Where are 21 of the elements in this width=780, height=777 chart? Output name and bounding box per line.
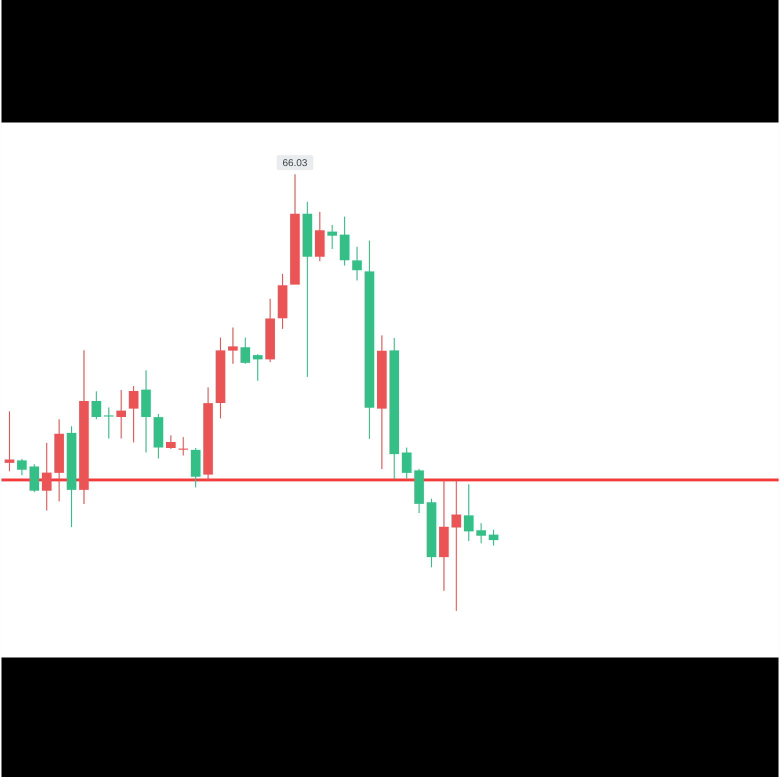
candlestick	[240, 337, 250, 364]
candlestick	[352, 246, 362, 281]
candlestick	[128, 386, 138, 443]
candlestick	[166, 434, 176, 450]
candlestick	[451, 480, 462, 612]
candlestick	[4, 410, 14, 472]
candlestick	[464, 484, 474, 542]
candlestick	[402, 447, 412, 479]
candlestick	[476, 522, 486, 544]
candlestick	[488, 529, 498, 546]
candlestick	[228, 327, 238, 364]
candlestick	[116, 389, 126, 440]
candlestick	[17, 458, 27, 476]
candlestick	[92, 390, 102, 420]
candlestick	[252, 354, 263, 382]
candlestick	[104, 406, 114, 440]
text: 66.03	[283, 159, 307, 166]
candlestick	[42, 442, 52, 512]
candlestick	[178, 436, 188, 456]
candlestick	[327, 224, 338, 250]
candlestick	[29, 464, 40, 493]
